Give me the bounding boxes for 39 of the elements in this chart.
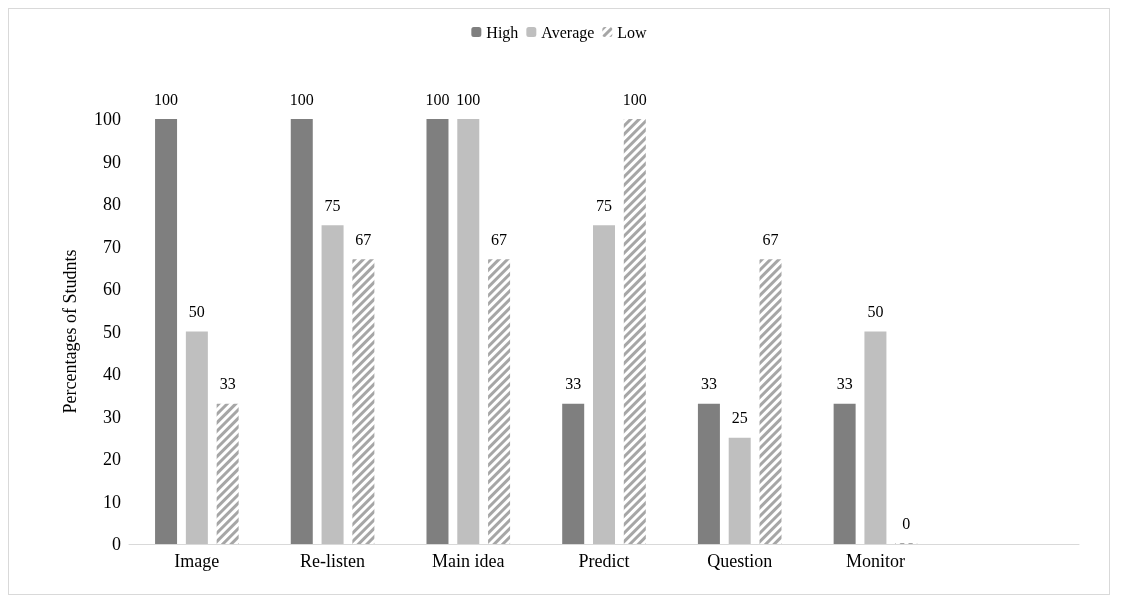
data-label: 0	[902, 514, 911, 532]
data-label: 33	[565, 375, 582, 393]
data-label: 50	[188, 303, 205, 320]
x-tick-label: Re-listen	[300, 551, 366, 571]
x-tick-label: Main idea	[432, 551, 505, 571]
data-label: 100	[622, 90, 647, 108]
legend-label: High	[486, 23, 519, 42]
y-tick-label: 80	[103, 194, 121, 214]
data-label: 100	[456, 90, 481, 108]
data-label: 67	[355, 230, 372, 248]
x-tick-label: Question	[707, 551, 773, 571]
data-label: 100	[289, 90, 314, 108]
y-tick-label: 70	[103, 236, 121, 257]
y-axis-title: Percentages of Studnts	[60, 249, 80, 414]
data-label: 100	[425, 90, 450, 108]
x-tick-label: Predict	[578, 551, 630, 571]
data-label: 100	[154, 90, 179, 108]
x-tick-label: Image	[174, 551, 220, 571]
y-tick-label: 30	[103, 406, 121, 427]
data-label: 67	[762, 230, 779, 248]
legend-label: Average	[541, 23, 595, 42]
y-tick-label: 100	[94, 109, 121, 129]
y-tick-label: 40	[103, 364, 121, 384]
data-label: 67	[491, 230, 508, 248]
data-label: 25	[731, 409, 748, 427]
data-label: 75	[596, 196, 612, 214]
y-tick-label: 90	[103, 151, 121, 172]
y-tick-label: 60	[103, 279, 121, 299]
y-tick-label: 20	[103, 449, 121, 469]
legend-label: Low	[617, 23, 648, 41]
data-label: 33	[219, 375, 236, 393]
y-tick-label: 0	[112, 534, 121, 554]
y-tick-label: 10	[103, 491, 121, 512]
x-tick-label: Monitor	[845, 551, 905, 571]
y-tick-label: 50	[103, 321, 121, 342]
data-label: 33	[700, 375, 717, 393]
data-label: 50	[867, 303, 884, 320]
data-label: 75	[324, 196, 341, 214]
data-label: 33	[836, 375, 853, 393]
